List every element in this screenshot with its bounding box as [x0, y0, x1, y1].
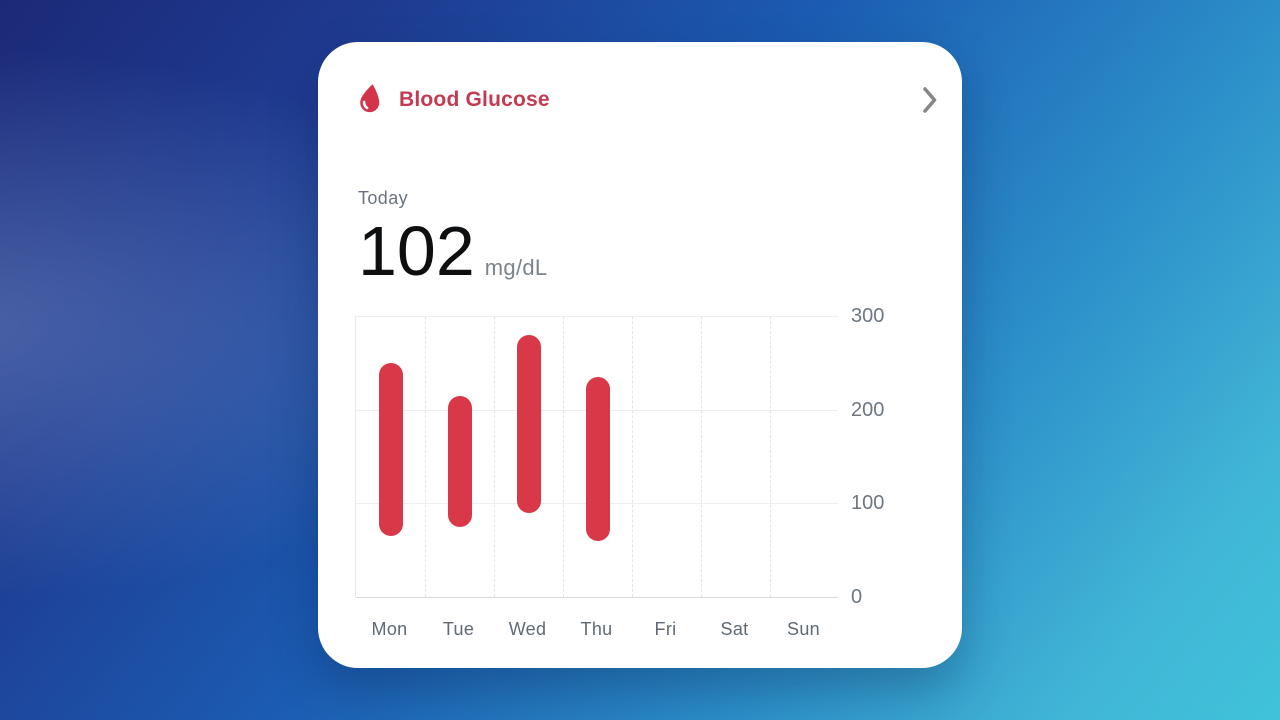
- gridline-y-300: [356, 316, 838, 317]
- gridline-x-6: [770, 316, 771, 597]
- x-tick-label-wed: Wed: [508, 619, 547, 639]
- blood-glucose-card[interactable]: Blood Glucose Today 102 mg/dL 0 100 200 300…: [318, 42, 962, 668]
- y-tick-label-300: 300: [851, 305, 885, 327]
- range-bar-wed: [516, 334, 541, 513]
- range-bar-mon: [378, 362, 403, 537]
- gridline-x-5: [701, 316, 702, 597]
- range-bar-tue: [447, 395, 472, 527]
- y-tick-label-0: 0: [851, 586, 863, 608]
- gridline-y-100: [356, 503, 838, 505]
- glucose-unit: mg/dL: [484, 255, 548, 280]
- x-tick-label-mon: Mon: [371, 619, 408, 639]
- glucose-value: 102: [358, 212, 475, 290]
- chart-plot-area: [355, 316, 838, 598]
- card-header: Blood Glucose: [356, 80, 938, 120]
- x-tick-label-fri: Fri: [654, 619, 677, 639]
- gridline-x-2: [494, 316, 495, 597]
- x-tick-label-sat: Sat: [720, 619, 749, 639]
- y-tick-label-100: 100: [851, 492, 885, 515]
- range-bar-thu: [585, 376, 610, 541]
- value-row: 102 mg/dL: [358, 212, 548, 290]
- gridline-x-3: [563, 316, 564, 597]
- y-tick-label-200: 200: [851, 398, 885, 421]
- x-tick-label-tue: Tue: [442, 619, 475, 639]
- x-tick-label-thu: Thu: [580, 619, 613, 639]
- x-tick-label-sun: Sun: [787, 619, 820, 639]
- gridline-y-0: [356, 597, 838, 598]
- period-label: Today: [358, 188, 409, 208]
- glucose-chart: 0 100 200 300 Mon Tue Wed Thu Fri Sat Sun: [318, 42, 962, 668]
- gridline-x-1: [425, 316, 426, 597]
- chevron-right-icon[interactable]: [922, 85, 938, 115]
- gridline-x-4: [632, 316, 633, 597]
- gridline-y-200: [356, 409, 838, 411]
- reading-block: Today 102 mg/dL: [358, 188, 547, 289]
- blood-drop-icon: [356, 81, 384, 119]
- card-title: Blood Glucose: [399, 88, 550, 111]
